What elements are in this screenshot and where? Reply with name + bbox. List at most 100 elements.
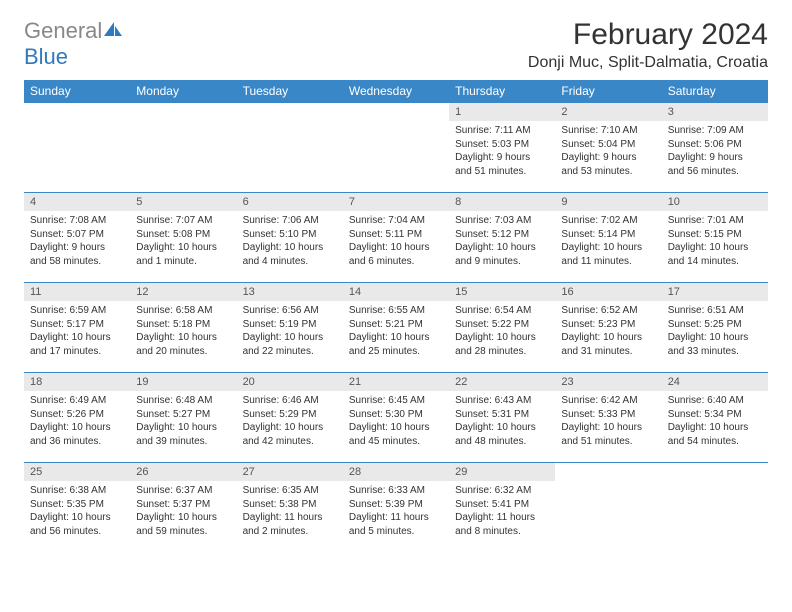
day-body: Sunrise: 6:46 AMSunset: 5:29 PMDaylight:… — [237, 391, 343, 451]
day-daylight1: Daylight: 10 hours — [30, 421, 124, 435]
calendar-cell: 24Sunrise: 6:40 AMSunset: 5:34 PMDayligh… — [662, 373, 768, 463]
calendar-cell: 6Sunrise: 7:06 AMSunset: 5:10 PMDaylight… — [237, 193, 343, 283]
day-daylight2: and 11 minutes. — [561, 255, 655, 269]
calendar-cell — [237, 103, 343, 193]
day-sunrise: Sunrise: 6:43 AM — [455, 394, 549, 408]
day-number: 20 — [237, 373, 343, 391]
day-sunrise: Sunrise: 6:37 AM — [136, 484, 230, 498]
day-number: 21 — [343, 373, 449, 391]
day-sunrise: Sunrise: 7:09 AM — [668, 124, 762, 138]
day-daylight2: and 39 minutes. — [136, 435, 230, 449]
calendar-cell: 25Sunrise: 6:38 AMSunset: 5:35 PMDayligh… — [24, 463, 130, 553]
day-daylight1: Daylight: 10 hours — [30, 511, 124, 525]
day-sunset: Sunset: 5:38 PM — [243, 498, 337, 512]
day-daylight2: and 20 minutes. — [136, 345, 230, 359]
day-number: 7 — [343, 193, 449, 211]
day-number: 26 — [130, 463, 236, 481]
day-number: 19 — [130, 373, 236, 391]
calendar-cell: 20Sunrise: 6:46 AMSunset: 5:29 PMDayligh… — [237, 373, 343, 463]
day-daylight1: Daylight: 10 hours — [349, 421, 443, 435]
day-body: Sunrise: 7:10 AMSunset: 5:04 PMDaylight:… — [555, 121, 661, 181]
day-number: 11 — [24, 283, 130, 301]
day-sunset: Sunset: 5:14 PM — [561, 228, 655, 242]
day-daylight2: and 36 minutes. — [30, 435, 124, 449]
day-daylight1: Daylight: 10 hours — [243, 421, 337, 435]
day-number: 14 — [343, 283, 449, 301]
day-sunset: Sunset: 5:07 PM — [30, 228, 124, 242]
weekday-header: Sunday — [24, 80, 130, 103]
day-sunrise: Sunrise: 7:07 AM — [136, 214, 230, 228]
day-sunrise: Sunrise: 6:51 AM — [668, 304, 762, 318]
calendar-cell — [24, 103, 130, 193]
day-sunrise: Sunrise: 7:06 AM — [243, 214, 337, 228]
weekday-header: Thursday — [449, 80, 555, 103]
calendar-cell — [555, 463, 661, 553]
day-sunset: Sunset: 5:34 PM — [668, 408, 762, 422]
day-number: 2 — [555, 103, 661, 121]
day-sunset: Sunset: 5:41 PM — [455, 498, 549, 512]
day-daylight2: and 4 minutes. — [243, 255, 337, 269]
calendar-week-row: 18Sunrise: 6:49 AMSunset: 5:26 PMDayligh… — [24, 373, 768, 463]
day-sunset: Sunset: 5:18 PM — [136, 318, 230, 332]
calendar-head: SundayMondayTuesdayWednesdayThursdayFrid… — [24, 80, 768, 103]
day-sunset: Sunset: 5:33 PM — [561, 408, 655, 422]
day-body: Sunrise: 6:54 AMSunset: 5:22 PMDaylight:… — [449, 301, 555, 361]
day-sunrise: Sunrise: 7:03 AM — [455, 214, 549, 228]
day-daylight1: Daylight: 10 hours — [136, 421, 230, 435]
day-daylight2: and 54 minutes. — [668, 435, 762, 449]
day-sunset: Sunset: 5:27 PM — [136, 408, 230, 422]
month-title: February 2024 — [528, 18, 768, 52]
day-daylight1: Daylight: 10 hours — [136, 331, 230, 345]
day-body: Sunrise: 6:56 AMSunset: 5:19 PMDaylight:… — [237, 301, 343, 361]
day-number: 3 — [662, 103, 768, 121]
day-sunset: Sunset: 5:08 PM — [136, 228, 230, 242]
calendar-cell: 1Sunrise: 7:11 AMSunset: 5:03 PMDaylight… — [449, 103, 555, 193]
day-sunset: Sunset: 5:30 PM — [349, 408, 443, 422]
day-daylight1: Daylight: 11 hours — [455, 511, 549, 525]
calendar-cell: 14Sunrise: 6:55 AMSunset: 5:21 PMDayligh… — [343, 283, 449, 373]
logo: General Blue — [24, 18, 124, 70]
day-daylight1: Daylight: 10 hours — [561, 241, 655, 255]
day-daylight2: and 25 minutes. — [349, 345, 443, 359]
day-number: 16 — [555, 283, 661, 301]
day-daylight2: and 5 minutes. — [349, 525, 443, 539]
day-number: 25 — [24, 463, 130, 481]
day-sunset: Sunset: 5:03 PM — [455, 138, 549, 152]
day-number: 5 — [130, 193, 236, 211]
day-number: 6 — [237, 193, 343, 211]
calendar-cell: 10Sunrise: 7:01 AMSunset: 5:15 PMDayligh… — [662, 193, 768, 283]
day-body: Sunrise: 6:52 AMSunset: 5:23 PMDaylight:… — [555, 301, 661, 361]
day-sunrise: Sunrise: 7:01 AM — [668, 214, 762, 228]
calendar-cell: 26Sunrise: 6:37 AMSunset: 5:37 PMDayligh… — [130, 463, 236, 553]
day-number: 13 — [237, 283, 343, 301]
day-daylight1: Daylight: 11 hours — [349, 511, 443, 525]
calendar-cell: 13Sunrise: 6:56 AMSunset: 5:19 PMDayligh… — [237, 283, 343, 373]
day-daylight2: and 45 minutes. — [349, 435, 443, 449]
day-daylight1: Daylight: 9 hours — [561, 151, 655, 165]
day-daylight1: Daylight: 10 hours — [561, 421, 655, 435]
day-daylight1: Daylight: 10 hours — [136, 241, 230, 255]
header: General Blue February 2024 Donji Muc, Sp… — [24, 18, 768, 72]
calendar-cell: 16Sunrise: 6:52 AMSunset: 5:23 PMDayligh… — [555, 283, 661, 373]
day-number: 27 — [237, 463, 343, 481]
day-sunrise: Sunrise: 6:33 AM — [349, 484, 443, 498]
day-daylight1: Daylight: 10 hours — [243, 331, 337, 345]
day-sunset: Sunset: 5:21 PM — [349, 318, 443, 332]
calendar-cell — [130, 103, 236, 193]
day-sunrise: Sunrise: 7:10 AM — [561, 124, 655, 138]
day-daylight1: Daylight: 10 hours — [668, 331, 762, 345]
day-daylight1: Daylight: 10 hours — [349, 241, 443, 255]
day-sunrise: Sunrise: 7:04 AM — [349, 214, 443, 228]
day-daylight1: Daylight: 10 hours — [136, 511, 230, 525]
day-daylight2: and 8 minutes. — [455, 525, 549, 539]
day-sunrise: Sunrise: 6:40 AM — [668, 394, 762, 408]
calendar-cell: 8Sunrise: 7:03 AMSunset: 5:12 PMDaylight… — [449, 193, 555, 283]
day-number: 23 — [555, 373, 661, 391]
calendar-week-row: 11Sunrise: 6:59 AMSunset: 5:17 PMDayligh… — [24, 283, 768, 373]
day-sunset: Sunset: 5:12 PM — [455, 228, 549, 242]
day-daylight1: Daylight: 10 hours — [455, 331, 549, 345]
day-body: Sunrise: 6:45 AMSunset: 5:30 PMDaylight:… — [343, 391, 449, 451]
calendar-body: 1Sunrise: 7:11 AMSunset: 5:03 PMDaylight… — [24, 103, 768, 553]
day-body: Sunrise: 6:38 AMSunset: 5:35 PMDaylight:… — [24, 481, 130, 541]
day-sunrise: Sunrise: 6:48 AM — [136, 394, 230, 408]
